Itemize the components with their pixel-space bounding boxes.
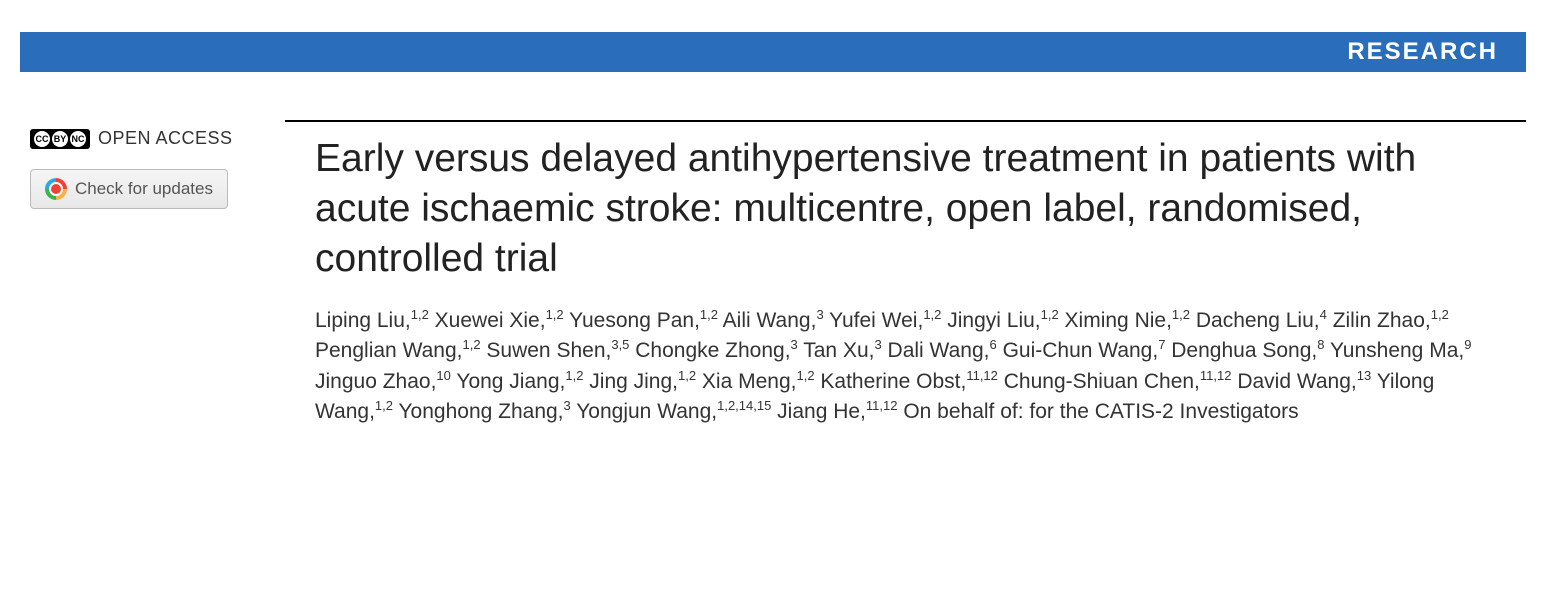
article-main: Early versus delayed antihypertensive tr… — [285, 120, 1526, 427]
crossmark-icon — [45, 178, 67, 200]
author: Yufei Wei,1,2 — [829, 309, 947, 332]
author: Yuesong Pan,1,2 — [569, 309, 723, 332]
author: Aili Wang,3 — [723, 309, 829, 332]
author: Yunsheng Ma,9 — [1330, 339, 1472, 362]
author: Yongjun Wang,1,2,14,15 — [576, 400, 777, 423]
author: Zilin Zhao,1,2 — [1333, 309, 1449, 332]
author: Jingyi Liu,1,2 — [947, 309, 1064, 332]
author: Dacheng Liu,4 — [1196, 309, 1333, 332]
check-updates-label: Check for updates — [75, 179, 213, 199]
open-access-label: OPEN ACCESS — [98, 128, 233, 149]
nc-icon: NC — [70, 131, 86, 147]
author: Liping Liu,1,2 — [315, 309, 435, 332]
author: Penglian Wang,1,2 — [315, 339, 486, 362]
sidebar: CC BY NC OPEN ACCESS Check for updates — [20, 120, 285, 427]
author: Xia Meng,1,2 — [702, 370, 820, 393]
cc-license-icon: CC BY NC — [30, 129, 90, 149]
author: Denghua Song,8 — [1171, 339, 1330, 362]
author: Jing Jing,1,2 — [589, 370, 702, 393]
author: David Wang,13 — [1237, 370, 1376, 393]
check-updates-button[interactable]: Check for updates — [30, 169, 228, 209]
author: Ximing Nie,1,2 — [1065, 309, 1196, 332]
author: Suwen Shen,3,5 — [486, 339, 635, 362]
author: Yong Jiang,1,2 — [456, 370, 589, 393]
author: Tan Xu,3 — [803, 339, 887, 362]
banner-label: RESEARCH — [1347, 38, 1498, 66]
by-icon: BY — [52, 131, 68, 147]
author-list: Liping Liu,1,2 Xuewei Xie,1,2 Yuesong Pa… — [315, 306, 1486, 428]
author: Katherine Obst,11,12 — [820, 370, 1003, 393]
content-row: CC BY NC OPEN ACCESS Check for updates E… — [0, 120, 1546, 427]
author: Dali Wang,6 — [888, 339, 1003, 362]
open-access-badge: CC BY NC OPEN ACCESS — [30, 128, 285, 149]
author: Chongke Zhong,3 — [635, 339, 803, 362]
author: Jiang He,11,12 — [777, 400, 903, 423]
author: Jinguo Zhao,10 — [315, 370, 456, 393]
on-behalf: On behalf of: for the CATIS-2 Investigat… — [903, 400, 1298, 423]
author: Xuewei Xie,1,2 — [435, 309, 569, 332]
author: Chung-Shiuan Chen,11,12 — [1004, 370, 1238, 393]
author: Gui-Chun Wang,7 — [1003, 339, 1172, 362]
author: Yonghong Zhang,3 — [398, 400, 576, 423]
cc-icon: CC — [34, 131, 50, 147]
section-banner: RESEARCH — [20, 32, 1526, 72]
article-title: Early versus delayed antihypertensive tr… — [315, 134, 1486, 284]
